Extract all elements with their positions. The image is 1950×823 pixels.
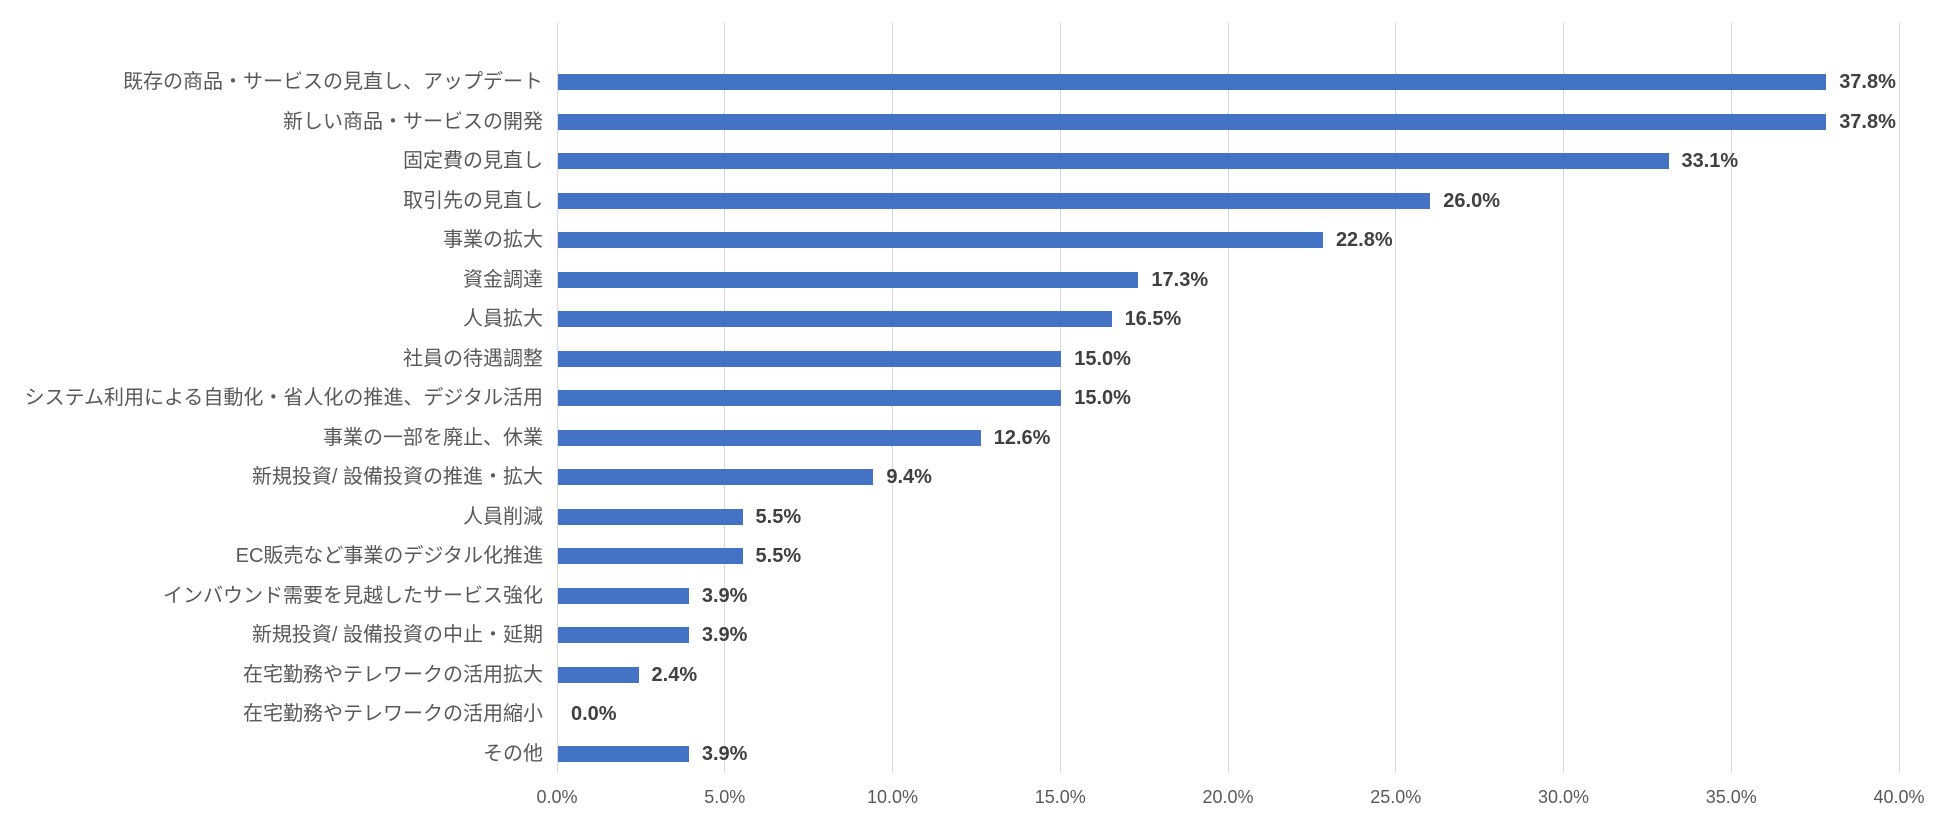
bar — [558, 113, 1827, 130]
value-label: 26.0% — [1443, 189, 1501, 212]
category-label: 既存の商品・サービスの見直し、アップデート — [123, 71, 543, 93]
gridline — [1227, 23, 1229, 773]
category-label: 資金調達 — [463, 268, 543, 291]
value-label: 22.8% — [1335, 229, 1393, 251]
category-label: 人員拡大 — [463, 308, 543, 330]
value-label: 37.8% — [1839, 110, 1896, 133]
x-axis-tick-label: 5.0% — [704, 787, 746, 807]
category-label: 新規投資/ 設備投資の推進・拡大 — [251, 466, 543, 488]
value-label: 0.0% — [571, 703, 617, 725]
bar — [558, 469, 874, 485]
value-label: 33.1% — [1681, 150, 1739, 172]
value-label: 5.5% — [755, 545, 802, 567]
x-axis-tick-label: 30.0% — [1537, 787, 1590, 807]
value-label: 15.0% — [1074, 347, 1131, 370]
x-axis-tick-label: 0.0% — [536, 787, 578, 807]
value-label: 17.3% — [1151, 268, 1209, 291]
bar — [558, 548, 743, 564]
value-label: 9.4% — [886, 466, 932, 488]
value-label: 37.8% — [1839, 71, 1896, 93]
value-label: 3.9% — [701, 624, 748, 646]
value-label: 15.0% — [1074, 387, 1131, 409]
x-axis-tick-label: 35.0% — [1705, 787, 1757, 807]
value-label: 3.9% — [701, 584, 748, 607]
bar — [558, 429, 981, 446]
category-label: システム利用による自動化・省人化の推進、デジタル活用 — [24, 387, 543, 409]
category-label: 在宅勤務やテレワークの活用拡大 — [243, 663, 543, 686]
bar — [558, 350, 1062, 367]
bar — [558, 745, 689, 762]
x-axis-tick-label: 10.0% — [866, 787, 919, 807]
category-label: 社員の待遇調整 — [403, 347, 543, 370]
x-axis-tick-label: 15.0% — [1034, 787, 1086, 807]
category-label: インバウンド需要を見越したサービス強化 — [163, 584, 543, 607]
category-label: 取引先の見直し — [403, 189, 543, 212]
x-axis-tick-label: 40.0% — [1873, 787, 1925, 807]
bar — [558, 508, 743, 525]
category-label: 固定費の見直し — [403, 150, 543, 172]
bar — [558, 666, 639, 683]
category-label: 新規投資/ 設備投資の中止・延期 — [251, 624, 543, 646]
value-label: 2.4% — [651, 663, 698, 686]
gridline — [1898, 23, 1900, 773]
bar — [558, 74, 1827, 90]
x-axis-tick-label: 25.0% — [1370, 787, 1422, 807]
bar — [558, 153, 1669, 169]
category-label: 人員削減 — [463, 505, 543, 528]
gridline — [1395, 23, 1397, 773]
value-label: 5.5% — [755, 505, 802, 528]
gridline — [556, 23, 558, 773]
bar — [558, 587, 689, 604]
category-label: EC販売など事業のデジタル化推進 — [235, 545, 543, 567]
bar — [558, 232, 1323, 248]
gridline — [1730, 23, 1732, 773]
bar — [558, 271, 1139, 288]
x-axis-tick-label: 20.0% — [1202, 787, 1254, 807]
category-label: 新しい商品・サービスの開発 — [283, 110, 543, 133]
category-label: その他 — [483, 742, 543, 765]
value-label: 12.6% — [993, 426, 1051, 449]
category-label: 在宅勤務やテレワークの活用縮小 — [243, 703, 543, 725]
bar — [558, 627, 689, 643]
bar — [558, 390, 1062, 406]
value-label: 16.5% — [1124, 308, 1182, 330]
value-label: 3.9% — [701, 742, 748, 765]
bar — [558, 192, 1431, 209]
gridline — [1563, 23, 1564, 773]
category-label: 事業の拡大 — [443, 229, 543, 251]
bar — [558, 311, 1112, 327]
category-label: 事業の一部を廃止、休業 — [323, 426, 543, 449]
